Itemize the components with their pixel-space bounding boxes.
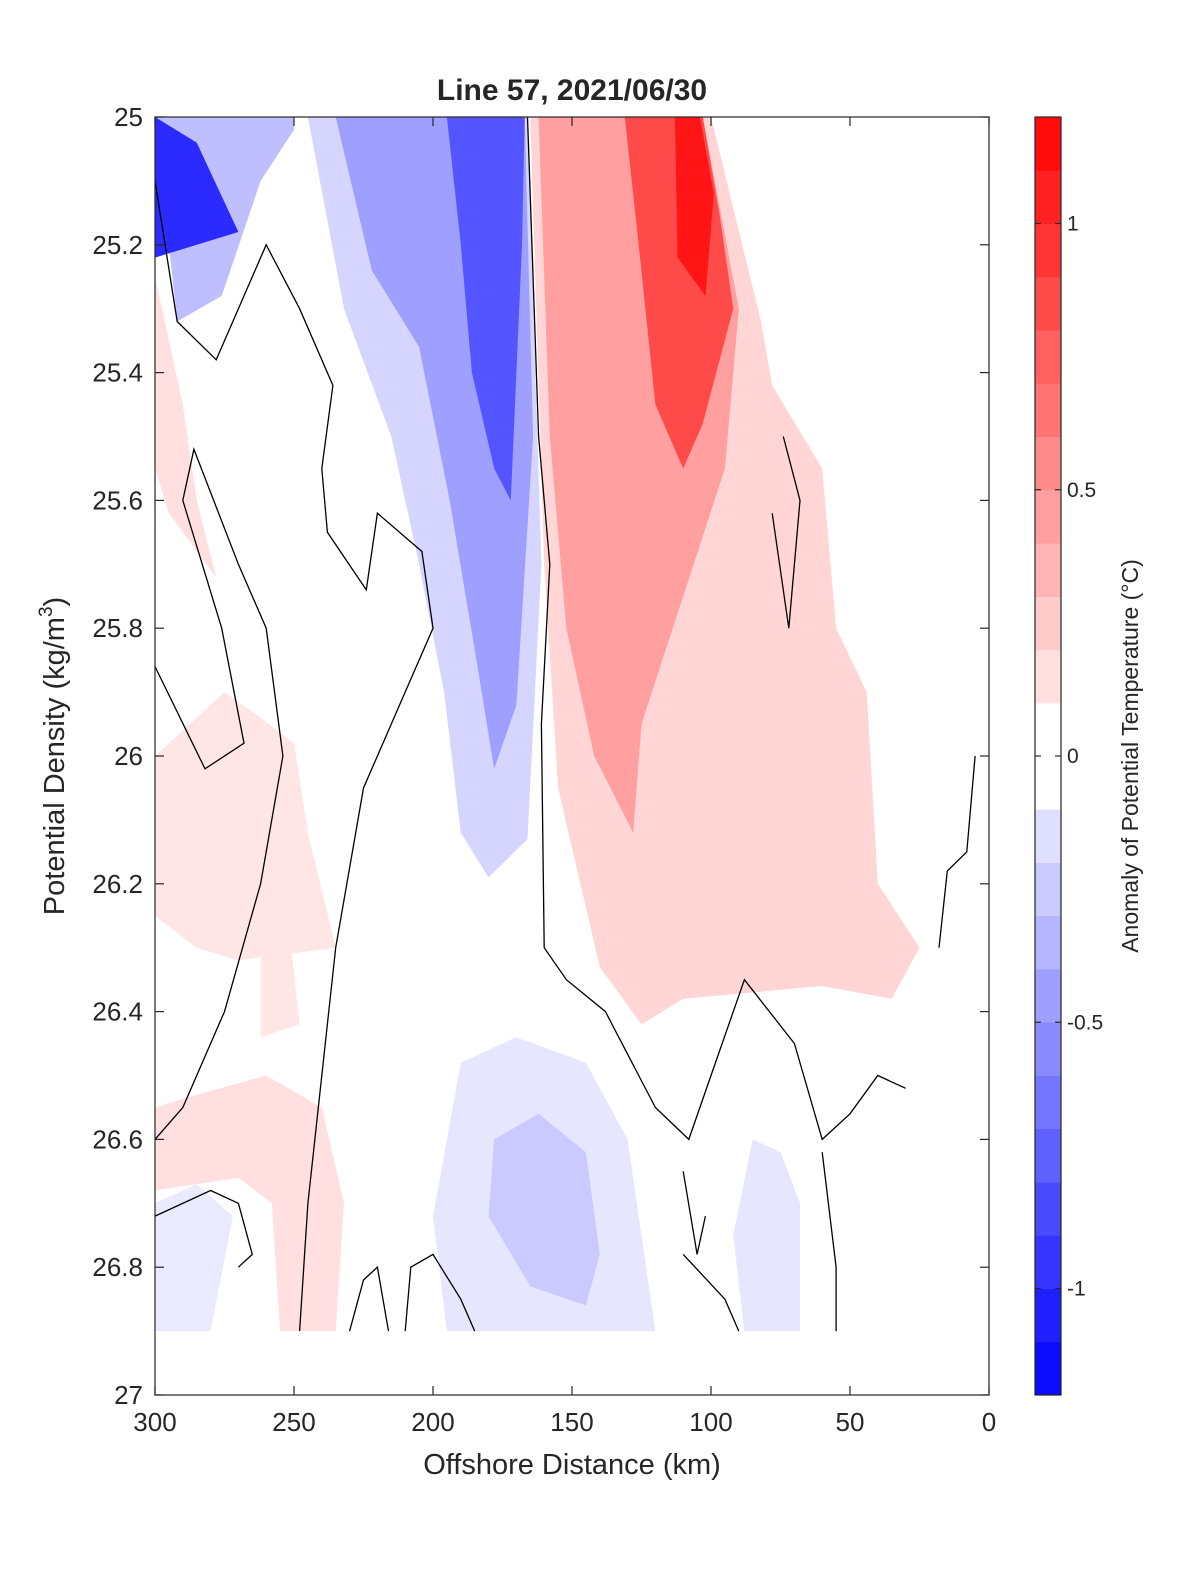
chart-title: Line 57, 2021/06/30 xyxy=(437,74,707,107)
anomaly-region xyxy=(733,1139,800,1332)
zero-contour-lines xyxy=(155,117,976,1332)
y-tick-label: 25 xyxy=(114,102,143,132)
zero-contour-line xyxy=(771,436,801,629)
x-axis-label: Offshore Distance (km) xyxy=(423,1449,721,1481)
y-tick-label: 25.6 xyxy=(92,485,143,515)
y-tick-label: 26.6 xyxy=(92,1124,143,1154)
y-tick-label: 26.2 xyxy=(92,869,143,899)
y-axis-ticks: 25 25.2 25.4 25.6 25.8 26 26.2 26.4 26.6 26.8 27 xyxy=(92,102,989,1410)
x-tick-label: 250 xyxy=(272,1407,315,1437)
y-axis-label: Potential Density (kg/m3) xyxy=(36,597,71,915)
zero-contour-line xyxy=(682,1171,707,1255)
colorbar-band xyxy=(1035,702,1061,757)
colorbar-band xyxy=(1035,1288,1061,1343)
colorbar-band xyxy=(1035,969,1061,1023)
colorbar-band xyxy=(1035,383,1061,437)
colorbar-band xyxy=(1035,1075,1061,1130)
y-tick-label: 25.8 xyxy=(92,613,143,643)
zero-contour-line xyxy=(938,755,976,948)
colorbar-tick-label: -0.5 xyxy=(1067,1011,1103,1034)
y-axis-label-end: ) xyxy=(39,597,71,607)
colorbar-band xyxy=(1035,862,1061,917)
anomaly-region xyxy=(155,1184,233,1332)
y-axis-label-main: Potential Density (kg/m xyxy=(39,617,71,915)
x-tick-label: 100 xyxy=(689,1407,732,1437)
anomaly-region xyxy=(488,1113,600,1306)
x-tick-label: 200 xyxy=(411,1407,454,1437)
anomaly-region xyxy=(155,117,239,258)
colorbar-band xyxy=(1035,1341,1061,1396)
colorbar-band xyxy=(1035,223,1061,278)
colorbar-band xyxy=(1035,436,1061,491)
zero-contour-line xyxy=(404,1253,476,1332)
colorbar-band xyxy=(1035,649,1061,704)
colorbar-band xyxy=(1035,596,1061,650)
colorbar-tick-label: 1 xyxy=(1067,213,1079,236)
colorbar-tick-label: 0.5 xyxy=(1067,479,1096,502)
anomaly-region xyxy=(674,117,714,296)
colorbar-band xyxy=(1035,1182,1061,1236)
colorbar-band xyxy=(1035,330,1061,384)
colorbar-band xyxy=(1035,170,1061,224)
y-tick-label: 26.8 xyxy=(92,1252,143,1282)
colorbar-band xyxy=(1035,1022,1061,1076)
colorbar-bands xyxy=(1035,116,1061,1396)
colorbar-band xyxy=(1035,756,1061,810)
y-axis-label-superscript: 3 xyxy=(36,606,57,617)
colorbar-band xyxy=(1035,489,1061,544)
x-tick-label: 0 xyxy=(982,1407,996,1437)
zero-contour-line xyxy=(526,117,906,1141)
zero-contour-line xyxy=(821,1152,837,1332)
x-tick-label: 300 xyxy=(133,1407,176,1437)
colorbar-band xyxy=(1035,543,1061,597)
zero-contour-line xyxy=(682,1253,740,1332)
y-tick-label: 27 xyxy=(114,1380,143,1410)
zero-contour-line xyxy=(155,447,284,1140)
y-tick-label: 25.2 xyxy=(92,230,143,260)
y-tick-label: 26.4 xyxy=(92,997,143,1027)
plot-area xyxy=(155,117,989,1395)
colorbar-band xyxy=(1035,1235,1061,1289)
colorbar-tick-label: 0 xyxy=(1067,745,1079,768)
colorbar-tick-label: -1 xyxy=(1067,1278,1086,1301)
colorbar-band xyxy=(1035,809,1061,863)
anomaly-region xyxy=(155,276,217,578)
y-tick-label: 26 xyxy=(114,741,143,771)
x-axis-ticks: 300 250 200 150 100 50 0 xyxy=(133,117,996,1437)
y-tick-label: 25.4 xyxy=(92,358,143,388)
x-tick-label: 50 xyxy=(836,1407,865,1437)
colorbar: -1 -0.5 0 0.5 1 Anomaly of Potential Tempera… xyxy=(1034,116,1143,1396)
x-tick-label: 150 xyxy=(550,1407,593,1437)
colorbar-band xyxy=(1035,1128,1061,1183)
colorbar-band xyxy=(1035,117,1061,171)
anomaly-region xyxy=(155,1075,344,1332)
anomaly-region xyxy=(446,117,525,501)
zero-contour-line xyxy=(155,1189,254,1268)
colorbar-label: Anomaly of Potential Temperature (°C) xyxy=(1117,559,1143,953)
zero-contour-line xyxy=(348,1265,390,1332)
colorbar-band xyxy=(1035,276,1061,331)
zero-contour-line xyxy=(155,180,434,1332)
colorbar-band xyxy=(1035,915,1061,970)
colorbar-ticks: -1 -0.5 0 0.5 1 xyxy=(1035,213,1103,1301)
anomaly-region xyxy=(260,922,300,1038)
